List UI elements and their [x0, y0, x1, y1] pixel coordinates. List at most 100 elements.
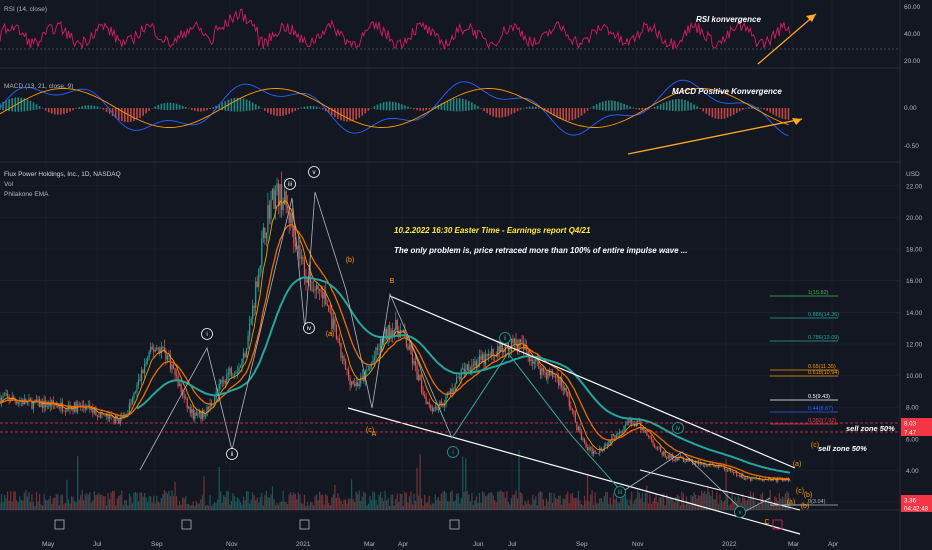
volume-bar — [625, 494, 627, 510]
volume-bar — [312, 505, 315, 510]
candle-body — [395, 319, 397, 330]
macd-bar — [11, 98, 13, 112]
candle-body — [276, 183, 278, 191]
candle-body — [396, 319, 398, 331]
price-axis-tick: 20.00 — [906, 215, 923, 222]
macd-bar — [239, 97, 242, 112]
volume-bar — [31, 494, 33, 510]
macd-bar — [297, 108, 300, 110]
volume-bar — [210, 505, 213, 510]
volume-bar — [331, 497, 333, 510]
volume-bar — [434, 494, 436, 510]
candle-body — [40, 401, 42, 408]
macd-bar — [227, 99, 230, 112]
candle-body — [556, 376, 558, 378]
candle-body — [130, 403, 132, 405]
candle-body — [108, 414, 111, 419]
candle-body — [777, 478, 779, 482]
volume-bar — [623, 496, 625, 510]
earnings-marker[interactable] — [449, 519, 460, 530]
volume-bar — [115, 505, 117, 510]
candle-body — [478, 355, 481, 364]
macd-bar — [236, 97, 239, 112]
earnings-marker[interactable] — [772, 519, 783, 530]
volume-bar — [620, 488, 622, 510]
macd-bar — [468, 100, 470, 111]
volume-bar — [463, 491, 465, 510]
candle-body — [573, 410, 575, 413]
macd-bar — [334, 108, 336, 118]
candle-body — [72, 406, 74, 412]
time-axis-tick: Apr — [828, 541, 839, 548]
volume-bar — [550, 492, 552, 510]
candle-body — [646, 430, 648, 436]
volume-bar — [86, 493, 88, 510]
earnings-marker[interactable] — [54, 519, 65, 530]
candle-body — [393, 329, 395, 337]
price-axis-tick: 16.00 — [906, 278, 923, 285]
volume-bar — [133, 492, 135, 510]
volume-bar — [221, 503, 223, 510]
volume-bar — [87, 494, 89, 510]
volume-bar — [3, 495, 6, 510]
volume-bar — [17, 502, 19, 510]
fib-level-label: 0.382(7.92) — [808, 418, 836, 424]
macd-bar — [303, 106, 306, 109]
volume-bar — [290, 492, 292, 510]
candle-body — [489, 353, 491, 356]
candle-body — [743, 478, 745, 480]
candle-body — [7, 393, 9, 397]
candle-body — [220, 380, 222, 385]
volume-bar — [66, 479, 68, 510]
candle-body — [134, 391, 137, 393]
wave-marker — [672, 422, 684, 434]
candle-body — [268, 205, 271, 219]
candle-body — [20, 401, 22, 402]
candle-body — [354, 384, 356, 386]
volume-indicator-label[interactable]: Vol — [4, 181, 14, 188]
candle-body — [661, 452, 663, 455]
volume-bar — [137, 501, 140, 510]
time-axis-tick: Nov — [632, 541, 644, 548]
macd-bar — [401, 104, 403, 110]
macd-bar — [248, 100, 251, 111]
macd-bar — [696, 106, 698, 110]
volume-bar — [250, 499, 252, 510]
rsi-title[interactable]: RSI (14, close) — [4, 6, 47, 13]
volume-bar — [553, 493, 555, 510]
symbol-title[interactable]: Flux Power Holdings, Inc., 1D, NASDAQ — [4, 171, 121, 178]
earnings-marker[interactable] — [299, 519, 310, 530]
macd-bar — [370, 107, 373, 109]
volume-bar — [784, 493, 787, 510]
candle-body — [157, 347, 159, 349]
candle-body — [542, 367, 545, 372]
candle-body — [150, 346, 152, 352]
volume-bar — [745, 500, 747, 510]
candle-body — [200, 411, 202, 420]
volume-bar — [588, 501, 590, 510]
macd-title[interactable]: MACD (13, 21, close, 9) — [4, 83, 73, 90]
volume-bar — [518, 450, 520, 510]
candle-body — [270, 199, 272, 219]
candle-body — [382, 336, 385, 345]
candle-body — [271, 188, 274, 200]
candle-body — [425, 396, 427, 404]
volume-bar — [319, 491, 321, 510]
volume-bar — [194, 505, 196, 510]
candle-body — [86, 405, 88, 410]
macd-bar — [90, 105, 93, 110]
candle-body — [696, 462, 698, 463]
candle-body — [314, 289, 316, 291]
volume-bar — [404, 491, 406, 510]
candle-body — [516, 343, 519, 352]
wave-marker — [614, 486, 626, 498]
macd-bar — [23, 98, 26, 112]
volume-bar — [392, 494, 394, 510]
ema-indicator-label[interactable]: Philakone EMA — [4, 191, 49, 198]
volume-bar — [38, 493, 41, 510]
earnings-marker[interactable] — [181, 519, 192, 530]
macd-bar — [781, 108, 784, 119]
candle-body — [701, 462, 703, 465]
candle-body — [550, 371, 552, 376]
volume-bar — [586, 473, 589, 510]
